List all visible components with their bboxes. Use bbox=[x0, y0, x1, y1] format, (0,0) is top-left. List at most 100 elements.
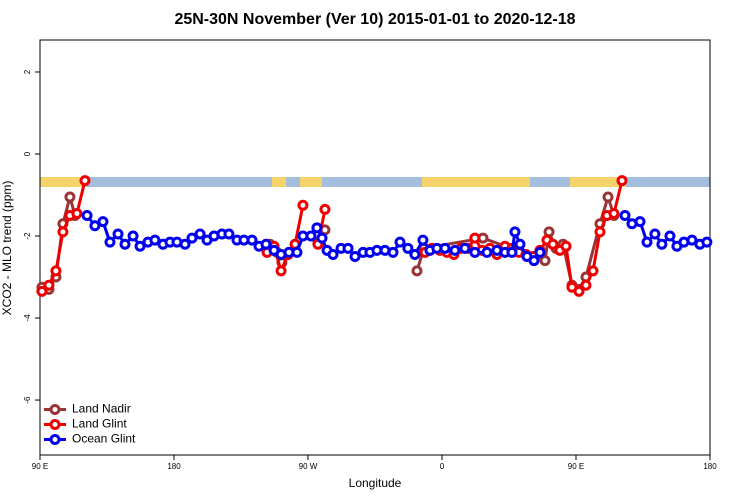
series bbox=[81, 210, 713, 267]
y-tick-label: -2 bbox=[23, 232, 32, 240]
x-tick-label: 180 bbox=[703, 462, 717, 471]
data-point bbox=[439, 242, 451, 254]
chart-title: 25N-30N November (Ver 10) 2015-01-01 to … bbox=[174, 11, 575, 28]
data-point bbox=[179, 238, 191, 250]
data-point bbox=[602, 191, 614, 203]
data-point bbox=[194, 228, 206, 240]
data-point bbox=[701, 236, 713, 248]
data-point bbox=[57, 226, 69, 238]
data-point bbox=[305, 230, 317, 242]
data-point bbox=[64, 191, 76, 203]
data-point bbox=[134, 240, 146, 252]
data-point bbox=[112, 228, 124, 240]
data-point bbox=[656, 238, 668, 250]
legend-label: Land Glint bbox=[72, 417, 127, 431]
land-strip bbox=[570, 177, 626, 187]
data-point bbox=[587, 265, 599, 277]
data-point bbox=[409, 248, 421, 260]
land-strip bbox=[272, 177, 286, 187]
x-tick-label: 180 bbox=[167, 462, 181, 471]
plot-frame bbox=[39, 39, 711, 456]
data-point bbox=[534, 246, 546, 258]
data-point bbox=[580, 279, 592, 291]
data-point bbox=[459, 242, 471, 254]
y-tick-label: -4 bbox=[23, 314, 32, 322]
data-point bbox=[469, 246, 481, 258]
legend-label: Ocean Glint bbox=[72, 432, 136, 446]
data-point bbox=[664, 230, 676, 242]
data-point bbox=[349, 251, 361, 263]
data-point bbox=[327, 248, 339, 260]
x-tick-label: 0 bbox=[440, 462, 445, 471]
data-point bbox=[319, 203, 331, 215]
data-point bbox=[316, 232, 328, 244]
data-point bbox=[186, 232, 198, 244]
data-point bbox=[89, 220, 101, 232]
land-strip bbox=[300, 177, 322, 187]
data-point bbox=[342, 242, 354, 254]
series-line bbox=[266, 204, 305, 276]
legend-swatch-point bbox=[49, 404, 61, 415]
x-tick-label: 90 W bbox=[299, 462, 318, 471]
ocean-strip bbox=[40, 177, 710, 187]
land-strip bbox=[422, 177, 530, 187]
data-point bbox=[43, 279, 55, 291]
legend-label: Land Nadir bbox=[72, 402, 131, 416]
y-tick-label: 0 bbox=[23, 151, 32, 156]
y-tick-label: -6 bbox=[23, 396, 32, 404]
y-tick-label: 2 bbox=[23, 69, 32, 74]
data-point bbox=[509, 226, 521, 238]
data-point bbox=[81, 210, 93, 222]
data-point bbox=[71, 207, 83, 219]
data-point bbox=[36, 285, 48, 297]
data-point bbox=[402, 242, 414, 254]
data-point bbox=[104, 236, 116, 248]
data-point bbox=[634, 216, 646, 228]
x-axis-label: Longitude bbox=[349, 476, 402, 490]
data-point bbox=[291, 246, 303, 258]
data-point bbox=[594, 226, 606, 238]
legend-swatch-point bbox=[49, 419, 61, 430]
data-point bbox=[119, 238, 131, 250]
data-point bbox=[275, 265, 287, 277]
series bbox=[36, 175, 628, 297]
data-point bbox=[411, 265, 423, 277]
x-tick-label: 90 E bbox=[568, 462, 584, 471]
data-point bbox=[127, 230, 139, 242]
data-point bbox=[311, 222, 323, 234]
data-point bbox=[528, 255, 540, 267]
data-point bbox=[449, 244, 461, 256]
data-point bbox=[547, 238, 559, 250]
y-axis-label: XCO2 - MLO trend (ppm) bbox=[0, 181, 14, 316]
data-point bbox=[246, 234, 258, 246]
data-point bbox=[79, 175, 91, 187]
data-point bbox=[297, 199, 309, 211]
data-point bbox=[97, 216, 109, 228]
land-ocean-strip bbox=[40, 177, 710, 187]
data-point bbox=[481, 246, 493, 258]
land-strip bbox=[40, 177, 86, 187]
data-point bbox=[573, 285, 585, 297]
data-point bbox=[387, 246, 399, 258]
data-point bbox=[560, 240, 572, 252]
data-point bbox=[608, 207, 620, 219]
data-point bbox=[50, 265, 62, 277]
data-point bbox=[514, 238, 526, 250]
data-point bbox=[619, 210, 631, 222]
data-point bbox=[260, 238, 272, 250]
data-point bbox=[641, 236, 653, 248]
data-point bbox=[539, 255, 551, 267]
data-point bbox=[223, 228, 235, 240]
data-point bbox=[616, 175, 628, 187]
data-point bbox=[649, 228, 661, 240]
legend-swatch-point bbox=[49, 434, 61, 445]
data-point bbox=[149, 234, 161, 246]
data-point bbox=[506, 246, 518, 258]
data-point bbox=[686, 234, 698, 246]
data-point bbox=[469, 232, 481, 244]
x-tick-label: 90 E bbox=[32, 462, 48, 471]
data-point bbox=[417, 234, 429, 246]
data-point bbox=[394, 236, 406, 248]
